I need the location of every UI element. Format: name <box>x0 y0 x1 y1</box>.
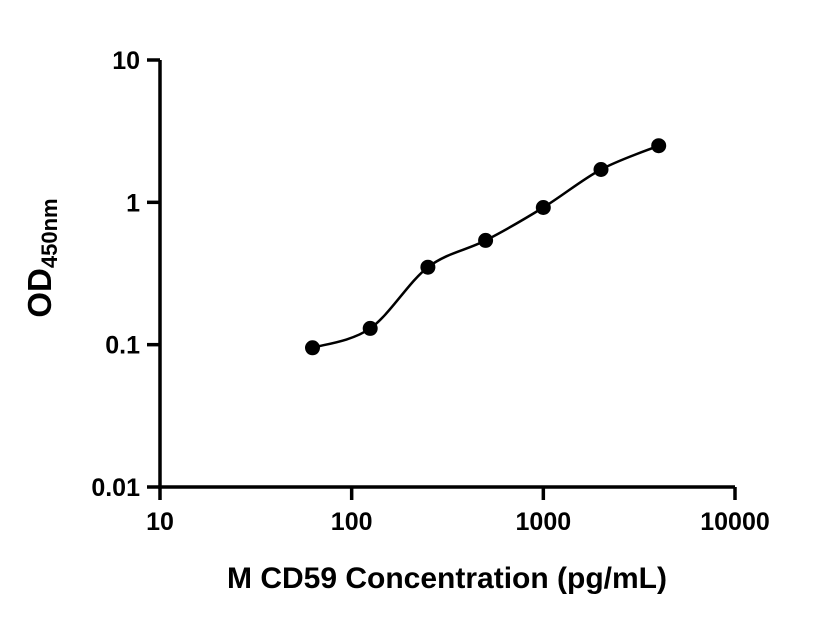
y-axis-title-subscript: 450nm <box>37 198 62 269</box>
data-point <box>420 259 436 275</box>
data-point <box>305 340 320 356</box>
y-axis-tick-label: 0.01 <box>91 474 140 502</box>
data-point <box>535 200 551 215</box>
data-point <box>593 162 609 177</box>
x-axis-tick-label: 10000 <box>700 508 770 536</box>
y-axis-tick-label: 0.1 <box>105 332 140 360</box>
x-axis-tick-label: 100 <box>331 508 373 536</box>
data-point <box>362 320 378 336</box>
y-axis-tick-label: 10 <box>112 47 140 75</box>
x-axis-tick-label: 1000 <box>516 508 572 536</box>
y-axis-title: OD450nm <box>21 198 63 317</box>
y-axis-tick-label: 1 <box>126 189 140 217</box>
x-axis-tick-label: 10 <box>146 508 174 536</box>
data-point <box>651 138 667 154</box>
x-axis-title: M CD59 Concentration (pg/mL) <box>227 562 667 595</box>
data-point <box>478 232 494 248</box>
y-axis-title-main: OD <box>21 268 58 318</box>
